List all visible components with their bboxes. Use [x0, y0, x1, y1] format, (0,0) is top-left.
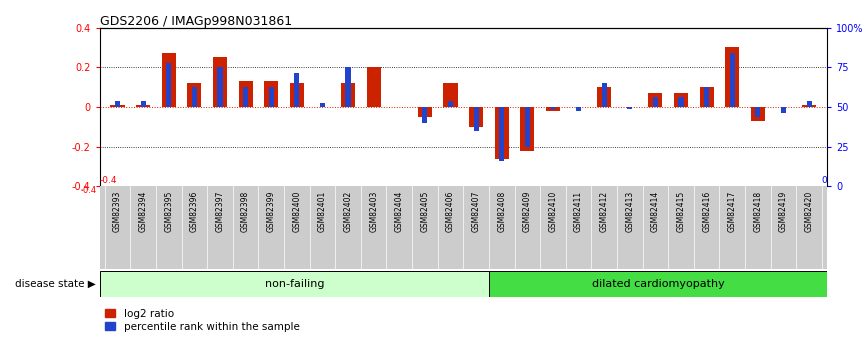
Bar: [551, 107, 555, 109]
Bar: [423, 107, 428, 123]
Text: GDS2206 / IMAGp998N031861: GDS2206 / IMAGp998N031861: [100, 14, 292, 28]
Bar: [136, 105, 150, 107]
Bar: [602, 83, 607, 107]
Text: GSM82402: GSM82402: [344, 190, 352, 232]
Bar: [294, 73, 300, 107]
Text: GSM82396: GSM82396: [190, 190, 199, 232]
Legend: log2 ratio, percentile rank within the sample: log2 ratio, percentile rank within the s…: [105, 309, 300, 332]
Text: GSM82404: GSM82404: [395, 190, 404, 232]
Bar: [448, 101, 453, 107]
Text: GSM82395: GSM82395: [165, 190, 173, 232]
Bar: [781, 107, 786, 113]
Bar: [755, 107, 760, 117]
Bar: [499, 107, 504, 160]
Bar: [474, 107, 479, 131]
Bar: [598, 87, 611, 107]
Bar: [264, 81, 278, 107]
Text: GSM82411: GSM82411: [574, 190, 583, 231]
Bar: [100, 271, 489, 297]
Bar: [725, 47, 740, 107]
Bar: [187, 83, 202, 107]
Text: GSM82416: GSM82416: [702, 190, 711, 232]
Text: GSM82412: GSM82412: [599, 190, 609, 231]
Text: GSM82401: GSM82401: [318, 190, 327, 232]
Text: GSM82419: GSM82419: [779, 190, 788, 232]
Text: GSM82415: GSM82415: [676, 190, 686, 232]
Bar: [366, 67, 381, 107]
Bar: [546, 107, 560, 111]
Text: GSM82397: GSM82397: [216, 190, 224, 232]
Text: GSM82407: GSM82407: [472, 190, 481, 232]
Text: GSM82403: GSM82403: [369, 190, 378, 232]
Bar: [525, 107, 530, 147]
Bar: [191, 87, 197, 107]
Text: GSM82414: GSM82414: [651, 190, 660, 232]
Bar: [469, 107, 483, 127]
Bar: [489, 271, 827, 297]
Bar: [140, 101, 145, 107]
Bar: [494, 107, 509, 159]
Bar: [346, 67, 351, 107]
Bar: [730, 53, 735, 107]
Bar: [751, 107, 765, 121]
Text: disease state ▶: disease state ▶: [15, 279, 95, 289]
Text: -0.4: -0.4: [81, 186, 97, 195]
Text: -0.4: -0.4: [100, 177, 117, 186]
Bar: [243, 87, 249, 107]
Bar: [290, 83, 304, 107]
Text: GSM82409: GSM82409: [523, 190, 532, 232]
Text: GSM82406: GSM82406: [446, 190, 455, 232]
Bar: [443, 83, 457, 107]
Bar: [653, 97, 658, 107]
Bar: [700, 87, 714, 107]
Text: GSM82405: GSM82405: [420, 190, 430, 232]
Text: non-failing: non-failing: [265, 279, 324, 289]
Text: GSM82417: GSM82417: [727, 190, 737, 232]
Bar: [115, 101, 120, 107]
Text: GSM82398: GSM82398: [241, 190, 250, 232]
Bar: [111, 105, 125, 107]
Bar: [162, 53, 176, 107]
Text: GSM82400: GSM82400: [293, 190, 301, 232]
Text: GSM82399: GSM82399: [267, 190, 275, 232]
Bar: [704, 87, 709, 107]
Bar: [341, 83, 355, 107]
Text: GSM82393: GSM82393: [113, 190, 122, 232]
Bar: [217, 67, 223, 107]
Text: 0: 0: [821, 177, 827, 186]
Bar: [576, 107, 581, 111]
Text: dilated cardiomyopathy: dilated cardiomyopathy: [591, 279, 725, 289]
Bar: [213, 57, 227, 107]
Bar: [268, 87, 274, 107]
Bar: [649, 93, 662, 107]
Bar: [417, 107, 432, 117]
Bar: [674, 93, 688, 107]
Text: GSM82408: GSM82408: [497, 190, 507, 232]
Bar: [320, 103, 325, 107]
Text: GSM82418: GSM82418: [753, 190, 762, 231]
Text: GSM82394: GSM82394: [139, 190, 147, 232]
Bar: [802, 105, 816, 107]
Bar: [806, 101, 811, 107]
Bar: [678, 97, 683, 107]
Text: GSM82410: GSM82410: [548, 190, 558, 232]
Text: GSM82413: GSM82413: [625, 190, 634, 232]
Bar: [238, 81, 253, 107]
Bar: [166, 63, 171, 107]
Text: GSM82420: GSM82420: [805, 190, 813, 232]
Bar: [627, 107, 632, 109]
Bar: [520, 107, 534, 150]
